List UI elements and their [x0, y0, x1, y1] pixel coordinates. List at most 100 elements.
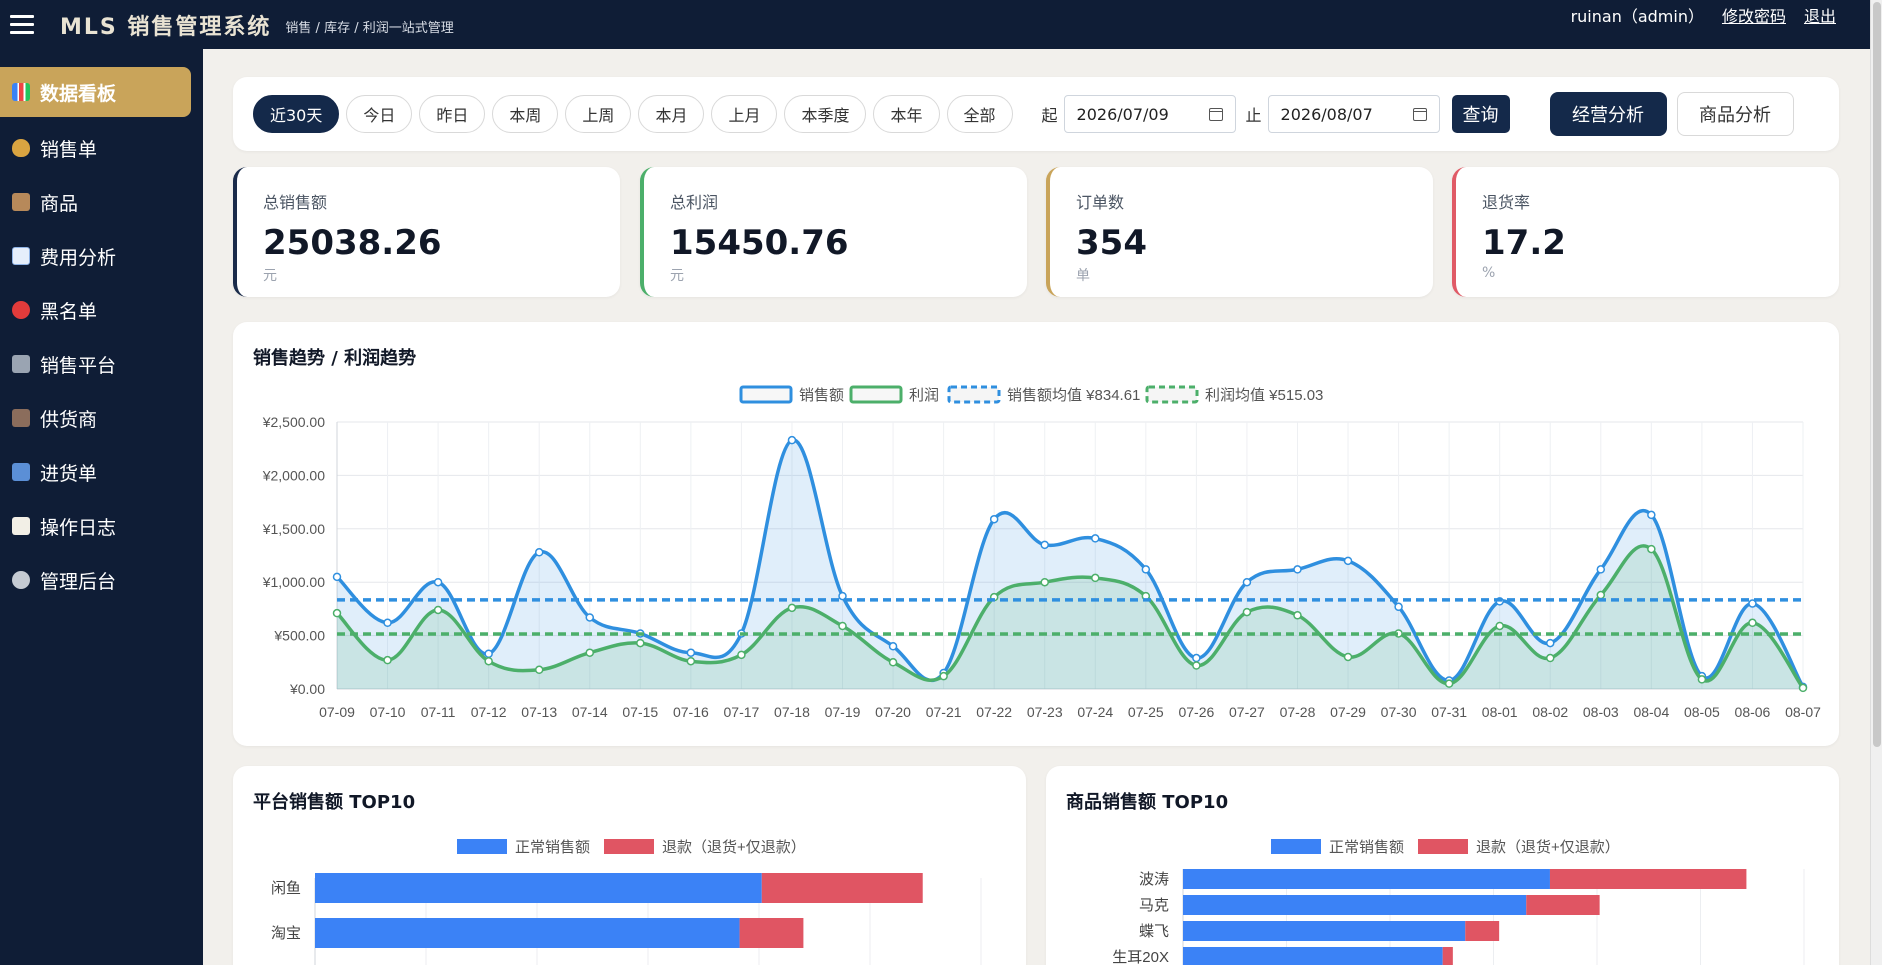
range-chip[interactable]: 上月 — [711, 95, 778, 133]
sidebar-item-sales-platforms[interactable]: 销售平台 — [0, 337, 203, 391]
data-point — [1545, 638, 1555, 648]
data-point — [1748, 599, 1757, 608]
x-tick-label: 07-28 — [1280, 704, 1316, 720]
range-chip[interactable]: 上周 — [565, 95, 632, 133]
end-date-input[interactable]: 2026/08/07 — [1267, 95, 1440, 133]
calendar-icon[interactable] — [1412, 107, 1427, 121]
data-point — [1596, 590, 1606, 600]
sidebar-item-label: 数据看板 — [40, 82, 117, 105]
data-point — [1394, 602, 1403, 612]
data-point — [1444, 679, 1454, 688]
start-date-input[interactable]: 2026/07/09 — [1063, 95, 1236, 133]
range-chip[interactable]: 本月 — [638, 95, 705, 133]
change-password-link[interactable]: 修改密码 — [1721, 7, 1786, 26]
range-chip[interactable]: 本周 — [492, 95, 559, 133]
range-chip[interactable]: 本年 — [873, 95, 940, 133]
kpi-unit: 单 — [1076, 268, 1090, 284]
sidebar-item-label: 费用分析 — [40, 246, 117, 269]
x-tick-label: 07-20 — [875, 704, 911, 720]
scrollbar-thumb[interactable] — [1873, 2, 1881, 747]
range-chip[interactable]: 昨日 — [419, 95, 486, 133]
sidebar-item-operation-log[interactable]: 操作日志 — [0, 499, 203, 553]
x-tick-label: 07-16 — [673, 704, 709, 720]
sidebar-item-sales-orders[interactable]: 销售单 — [0, 121, 203, 175]
data-point — [939, 671, 948, 681]
trend-chart-icon — [12, 247, 30, 265]
bar-segment — [1183, 869, 1550, 889]
legend-swatch — [1145, 385, 1199, 404]
x-tick-label: 07-23 — [1027, 704, 1063, 720]
logout-link[interactable]: 退出 — [1803, 7, 1836, 26]
business-analysis-button[interactable]: 经营分析 — [1549, 92, 1667, 136]
data-point — [686, 656, 696, 666]
y-tick-label: ¥1,500.00 — [262, 521, 325, 537]
sidebar-item-purchase-orders[interactable]: 进货单 — [0, 445, 203, 499]
sidebar-item-admin[interactable]: 管理后台 — [0, 553, 203, 607]
range-chip[interactable]: 近30天 — [253, 95, 340, 133]
data-point — [1647, 544, 1656, 554]
sidebar-item-expense-analysis[interactable]: 费用分析 — [0, 229, 203, 283]
legend-swatch — [1271, 839, 1321, 854]
x-tick-label: 08-03 — [1583, 704, 1619, 720]
product-analysis-button[interactable]: 商品分析 — [1676, 92, 1794, 136]
x-tick-label: 07-13 — [521, 704, 557, 720]
category-label: 淘宝 — [271, 925, 301, 942]
app-title: MLS 销售管理系统 — [60, 14, 272, 40]
user-area: ruinan（admin） 修改密码 退出 — [1571, 0, 1836, 30]
sidebar-item-suppliers[interactable]: 供货商 — [0, 391, 203, 445]
start-date-value: 2026/07/09 — [1076, 104, 1169, 124]
current-user: ruinan（admin） — [1570, 7, 1704, 26]
bar-segment — [1183, 947, 1443, 965]
kpi-value: 25038.26 — [263, 223, 442, 263]
data-point — [585, 613, 595, 622]
x-tick-label: 07-19 — [825, 704, 861, 720]
kpi-title: 订单数 — [1076, 193, 1125, 212]
query-button[interactable]: 查询 — [1451, 95, 1510, 133]
menu-toggle-icon[interactable] — [10, 15, 34, 34]
legend-label: 退款（退货+仅退款） — [662, 839, 806, 856]
x-tick-label: 08-04 — [1633, 704, 1669, 720]
calendar-icon[interactable] — [1208, 107, 1223, 121]
page-scrollbar[interactable] — [1870, 0, 1882, 965]
legend-label: 销售额 — [799, 387, 844, 404]
sidebar-item-blacklist[interactable]: 黑名单 — [0, 283, 203, 337]
x-tick-label: 08-07 — [1785, 704, 1821, 720]
data-point — [1343, 652, 1353, 662]
data-point — [1040, 540, 1049, 550]
legend-label: 退款（退货+仅退款） — [1476, 839, 1620, 856]
bar-segment — [739, 918, 804, 948]
trend-chart-card: 销售趋势 / 利润趋势 ¥0.00 ¥500.00 ¥1,000.00 ¥1,500.… — [233, 322, 1839, 746]
x-tick-label: 07-21 — [926, 704, 962, 720]
kpi-unit: 元 — [263, 268, 277, 284]
date-filter-bar: 近30天 今日 昨日 本周 上周 本月 上月 本季度 本年 全部 起 2026/… — [233, 77, 1839, 151]
range-chip[interactable]: 全部 — [946, 95, 1013, 133]
y-tick-label: ¥0.00 — [289, 681, 325, 697]
x-tick-label: 08-02 — [1532, 704, 1568, 720]
data-point — [636, 638, 645, 648]
data-point — [484, 649, 493, 659]
kpi-card-total-profit: 总利润 15450.76 元 — [640, 167, 1027, 297]
data-point — [534, 548, 544, 557]
legend-swatch — [1418, 839, 1468, 854]
category-label: 蝶飞 — [1139, 923, 1169, 940]
data-point — [1697, 675, 1707, 684]
y-tick-label: ¥2,500.00 — [262, 414, 325, 430]
app-tagline: 销售 / 库存 / 利润一站式管理 — [285, 21, 454, 36]
kpi-value: 354 — [1076, 223, 1147, 263]
data-point — [1091, 573, 1100, 583]
sidebar-item-label: 销售平台 — [40, 354, 117, 377]
legend-label: 利润均值 ¥515.03 — [1205, 387, 1323, 404]
sidebar-item-products[interactable]: 商品 — [0, 175, 203, 229]
range-chip[interactable]: 本季度 — [784, 95, 867, 133]
sidebar-item-dashboard[interactable]: 数据看板 — [0, 67, 191, 117]
data-point — [1343, 556, 1353, 566]
bar-segment — [1526, 895, 1600, 915]
chart-title: 商品销售额 TOP10 — [1066, 792, 1229, 813]
data-point — [1293, 565, 1302, 574]
kpi-unit: % — [1482, 265, 1496, 281]
sidebar-item-label: 商品 — [40, 192, 79, 215]
range-chip[interactable]: 今日 — [346, 95, 413, 133]
y-tick-label: ¥2,000.00 — [262, 467, 325, 483]
kpi-unit: 元 — [670, 268, 684, 284]
